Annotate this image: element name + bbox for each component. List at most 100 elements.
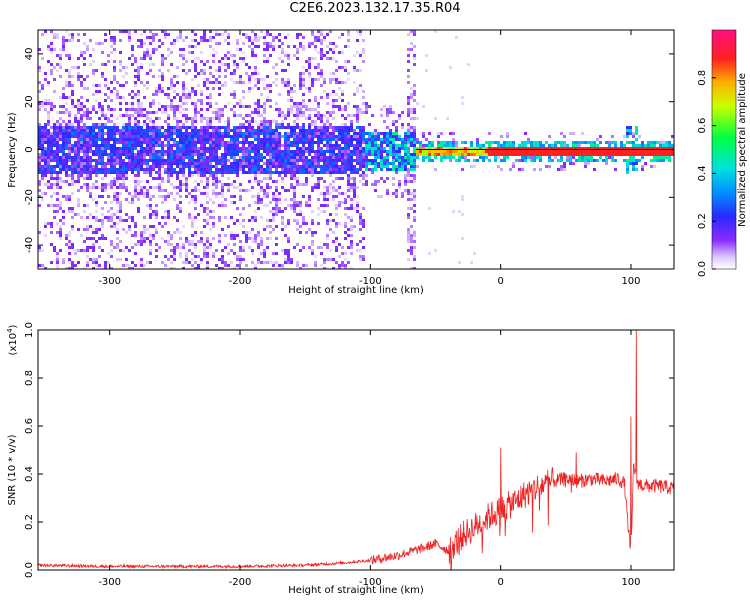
heatmap-cell	[146, 51, 149, 54]
heatmap-cell	[362, 132, 365, 135]
heatmap-cell	[332, 51, 335, 54]
heatmap-cell	[56, 54, 59, 57]
heatmap-cell	[221, 57, 224, 60]
heatmap-cell	[308, 57, 311, 60]
heatmap-cell	[263, 60, 266, 63]
heatmap-cell	[116, 117, 119, 120]
heatmap-cell	[290, 108, 293, 111]
heatmap-cell	[308, 162, 311, 165]
heatmap-cell	[407, 69, 410, 72]
heatmap-cell	[245, 126, 248, 129]
heatmap-cell	[593, 141, 596, 144]
heatmap-cell	[296, 33, 299, 36]
heatmap-cell	[335, 195, 338, 198]
heatmap-cell	[182, 39, 185, 42]
heatmap-cell	[659, 141, 662, 144]
heatmap-cell	[467, 153, 470, 156]
heatmap-cell	[116, 171, 119, 174]
heatmap-cell	[251, 261, 254, 264]
heatmap-cell	[389, 108, 392, 111]
heatmap-cell	[137, 66, 140, 69]
heatmap-cell	[593, 144, 596, 147]
heatmap-cell	[176, 144, 179, 147]
heatmap-cell	[53, 246, 56, 249]
heatmap-cell	[230, 93, 233, 96]
heatmap-cell	[623, 144, 626, 147]
heatmap-cell	[281, 156, 284, 159]
heatmap-cell	[248, 75, 251, 78]
heatmap-cell	[80, 174, 83, 177]
heatmap-cell	[344, 264, 347, 267]
heatmap-cell	[47, 183, 50, 186]
heatmap-cell	[95, 204, 98, 207]
heatmap-cell	[101, 123, 104, 126]
heatmap-cell	[413, 138, 416, 141]
heatmap-cell	[140, 42, 143, 45]
heatmap-cell	[38, 69, 41, 72]
heatmap-cell	[146, 168, 149, 171]
heatmap-cell	[278, 132, 281, 135]
heatmap-cell	[410, 207, 413, 210]
heatmap-cell	[101, 135, 104, 138]
heatmap-cell	[233, 237, 236, 240]
heatmap-cell	[104, 123, 107, 126]
heatmap-cell	[125, 189, 128, 192]
heatmap-cell	[167, 258, 170, 261]
heatmap-cell	[68, 183, 71, 186]
heatmap-cell	[269, 162, 272, 165]
heatmap-cell	[137, 105, 140, 108]
heatmap-cell	[335, 249, 338, 252]
heatmap-cell	[113, 183, 116, 186]
heatmap-cell	[86, 114, 89, 117]
heatmap-cell	[323, 165, 326, 168]
heatmap-cell	[110, 213, 113, 216]
heatmap-cell	[392, 141, 395, 144]
heatmap-cell	[329, 48, 332, 51]
heatmap-cell	[53, 165, 56, 168]
heatmap-cell	[215, 132, 218, 135]
heatmap-cell	[512, 153, 515, 156]
heatmap-cell	[611, 150, 614, 153]
heatmap-cell	[350, 240, 353, 243]
heatmap-cell	[227, 177, 230, 180]
heatmap-cell	[197, 129, 200, 132]
heatmap-cell	[317, 129, 320, 132]
heatmap-cell	[413, 231, 416, 234]
heatmap-cell	[224, 129, 227, 132]
heatmap-cell	[395, 192, 398, 195]
heatmap-cell	[395, 153, 398, 156]
heatmap-cell	[266, 120, 269, 123]
heatmap-cell	[371, 138, 374, 141]
heatmap-cell	[446, 150, 449, 153]
heatmap-cell	[53, 177, 56, 180]
heatmap-cell	[311, 243, 314, 246]
heatmap-cell	[170, 162, 173, 165]
heatmap-cell	[62, 258, 65, 261]
snr-scale-prefix: (x10	[8, 333, 19, 356]
heatmap-cell	[581, 156, 584, 159]
heatmap-cell	[299, 81, 302, 84]
heatmap-cell	[656, 156, 659, 159]
heatmap-cell	[62, 96, 65, 99]
heatmap-cell	[410, 180, 413, 183]
heatmap-cell	[203, 210, 206, 213]
heatmap-cell	[53, 153, 56, 156]
heatmap-cell	[56, 123, 59, 126]
heatmap-cell	[632, 147, 635, 150]
heatmap-cell	[320, 72, 323, 75]
heatmap-cell	[101, 72, 104, 75]
heatmap-cell	[245, 138, 248, 141]
heatmap-cell	[428, 132, 431, 135]
heatmap-cell	[209, 210, 212, 213]
heatmap-cell	[254, 174, 257, 177]
heatmap-cell	[98, 156, 101, 159]
heatmap-cell	[41, 33, 44, 36]
heatmap-cell	[191, 150, 194, 153]
heatmap-cell	[188, 201, 191, 204]
heatmap-cell	[257, 261, 260, 264]
heatmap-cell	[578, 153, 581, 156]
heatmap-cell	[275, 156, 278, 159]
heatmap-cell	[302, 99, 305, 102]
heatmap-cell	[53, 144, 56, 147]
heatmap-cell	[356, 51, 359, 54]
